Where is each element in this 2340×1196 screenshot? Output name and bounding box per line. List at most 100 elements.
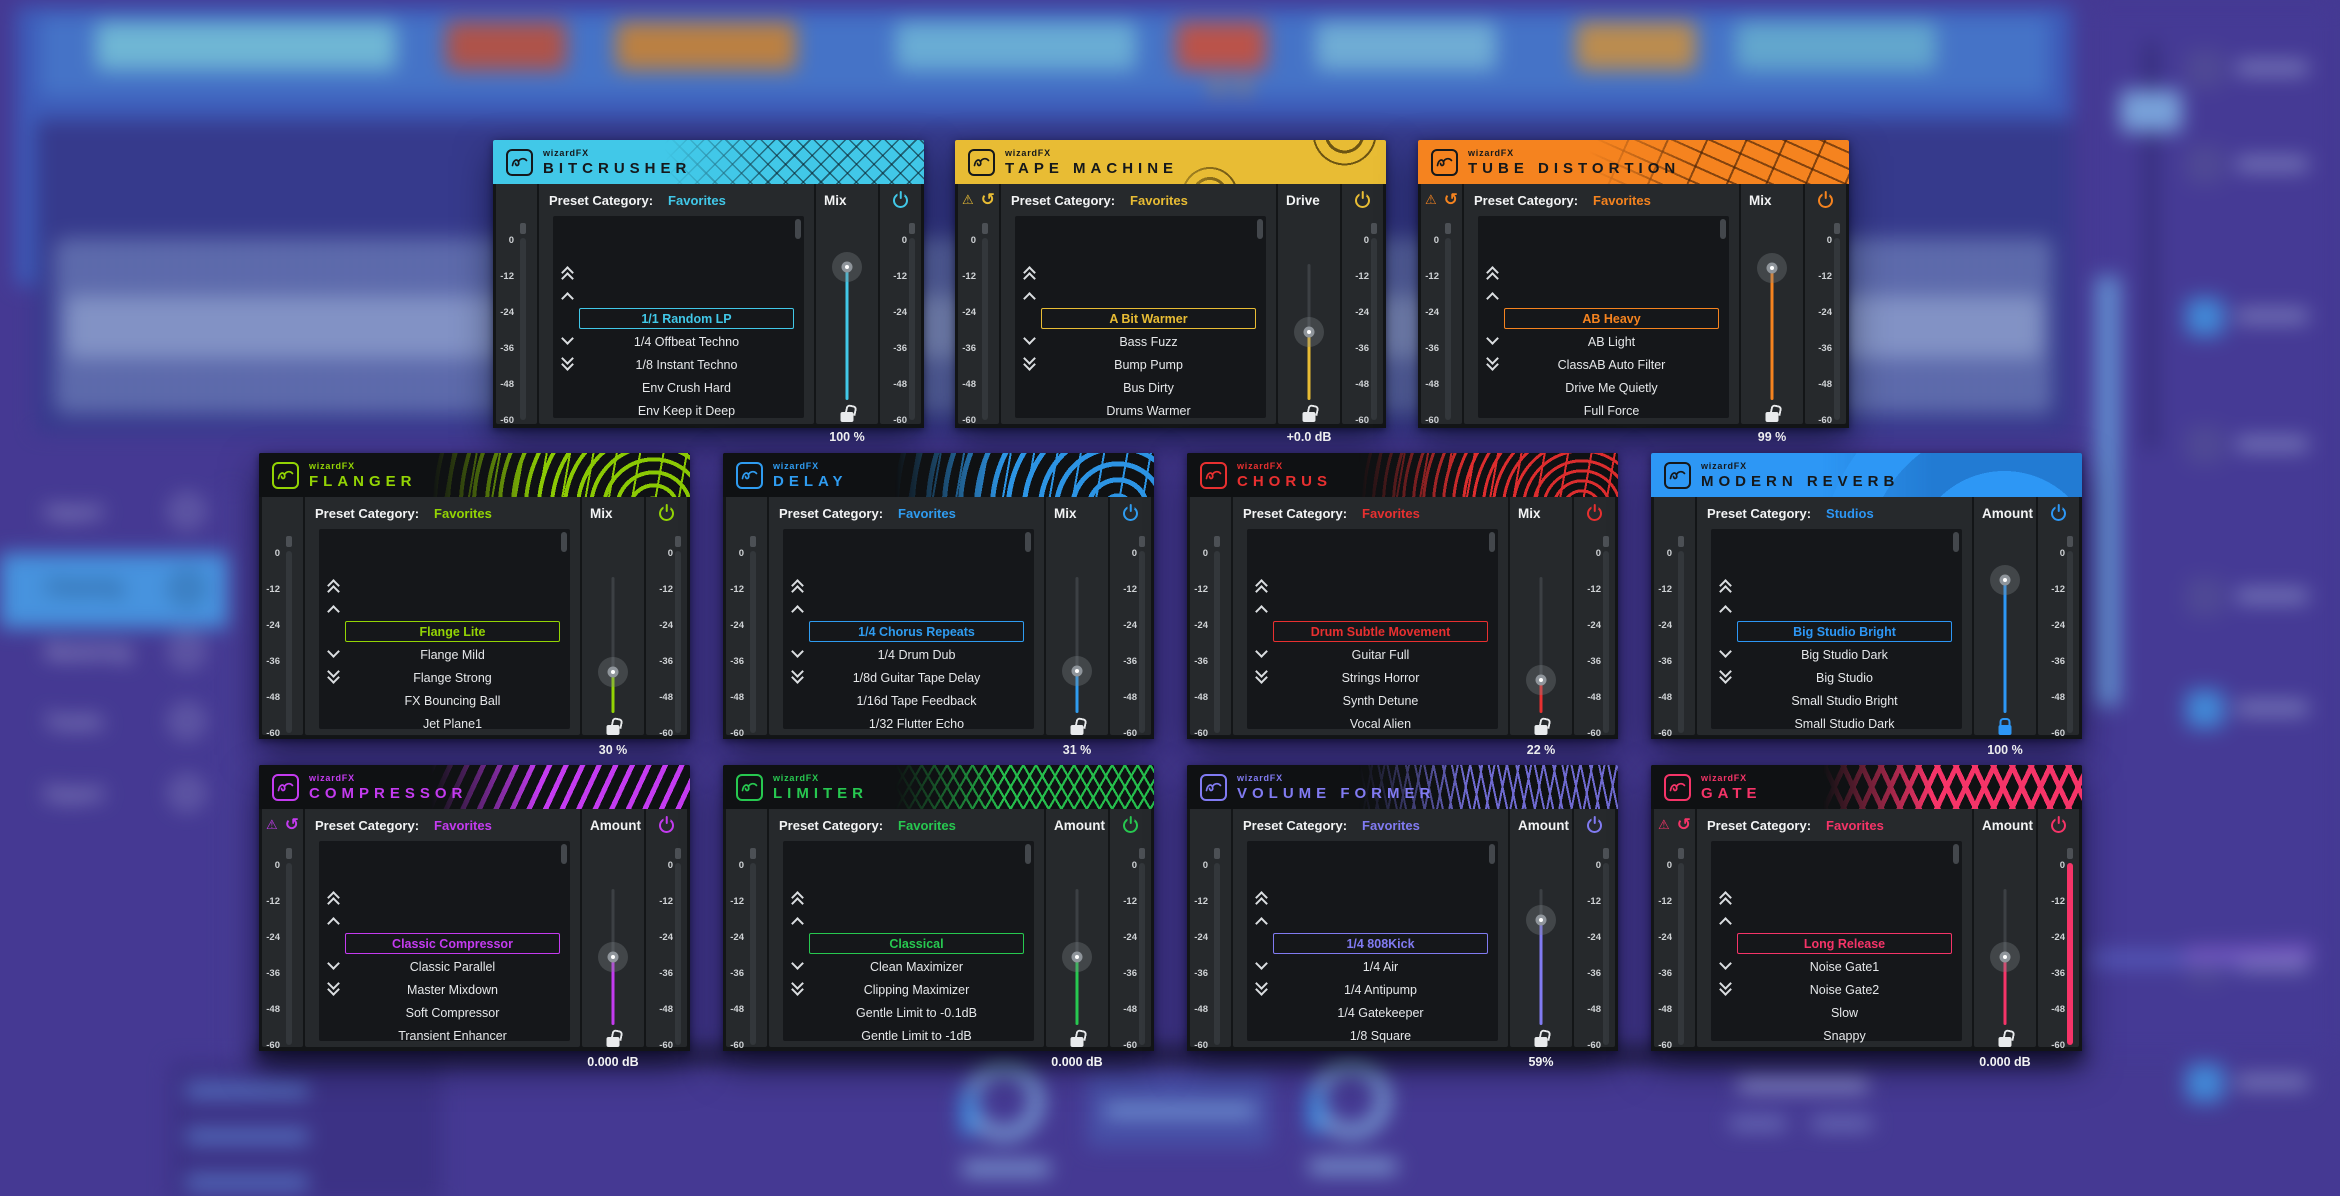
- preset-category-value[interactable]: Favorites: [668, 192, 726, 208]
- preset-list[interactable]: Long Release Noise Gate1 Noise Gate2 Slow Sn…: [1711, 841, 1962, 1043]
- preset-item[interactable]: 1/32 Flutter Echo: [868, 717, 965, 731]
- scroll-up-icon[interactable]: [561, 292, 574, 305]
- preset-item[interactable]: Flange Mild: [420, 648, 485, 662]
- preset-list[interactable]: Drum Subtle Movement Guitar Full Strings H…: [1247, 529, 1498, 731]
- preset-item[interactable]: 1/4 Air: [1362, 960, 1399, 974]
- slider[interactable]: +0.0 dB: [1278, 216, 1340, 444]
- slider-knob[interactable]: [1757, 253, 1787, 284]
- slider[interactable]: 0.000 dB: [1974, 841, 2036, 1069]
- sidebar-item-tracks[interactable]: Tracks: [0, 706, 202, 740]
- preset-item[interactable]: Env Keep it Deep: [637, 404, 736, 418]
- lock-icon[interactable]: [606, 1037, 620, 1047]
- lock-icon[interactable]: [1765, 412, 1779, 422]
- plugin-title-bar[interactable]: wizardFX BITCRUSHER: [493, 140, 924, 184]
- lock-icon[interactable]: [606, 725, 620, 735]
- preset-item[interactable]: Full Force: [1583, 404, 1640, 418]
- preset-item[interactable]: 1/4 Gatekeeper: [1337, 1006, 1424, 1020]
- reset-icon[interactable]: ↺: [980, 189, 995, 210]
- preset-item[interactable]: Guitar Full: [1351, 648, 1410, 662]
- preset-item[interactable]: Drive Me Quietly: [1565, 381, 1658, 395]
- plugin-title-bar[interactable]: wizardFX VOLUME FORMER: [1187, 765, 1618, 809]
- scrollbar-thumb[interactable]: [1257, 219, 1263, 239]
- preset-item[interactable]: Gentle Limit to -0.1dB: [856, 1006, 977, 1020]
- power-button[interactable]: [1587, 505, 1602, 521]
- plugin-title-bar[interactable]: wizardFX COMPRESSOR: [259, 765, 690, 809]
- preset-item[interactable]: 1/8 Instant Techno: [635, 358, 738, 372]
- preset-item[interactable]: AB Heavy: [1504, 308, 1719, 329]
- preset-item[interactable]: Vocal Alien: [1349, 717, 1412, 731]
- scroll-up-icon[interactable]: [327, 605, 340, 618]
- preset-item[interactable]: 1/16d Tape Feedback: [856, 694, 977, 708]
- power-button[interactable]: [2051, 817, 2066, 833]
- scroll-up-icon[interactable]: [791, 917, 804, 930]
- lock-icon[interactable]: [1534, 725, 1548, 735]
- preset-item[interactable]: ClassAB Auto Filter: [1557, 358, 1666, 372]
- preset-list[interactable]: 1/4 Chorus Repeats 1/4 Drum Dub 1/8d Guita…: [783, 529, 1034, 731]
- preset-item[interactable]: Synth Detune: [1342, 694, 1419, 708]
- preset-item[interactable]: Small Studio Bright: [1791, 694, 1898, 708]
- preset-item[interactable]: A Bit Warmer: [1041, 308, 1256, 329]
- power-button[interactable]: [1123, 505, 1138, 521]
- preset-category-value[interactable]: Favorites: [434, 505, 492, 521]
- scrollbar-thumb[interactable]: [561, 532, 567, 552]
- preset-category-value[interactable]: Favorites: [1362, 817, 1420, 833]
- slider[interactable]: 100 %: [1974, 529, 2036, 757]
- preset-list[interactable]: Classical Clean Maximizer Clipping Maximiz…: [783, 841, 1034, 1043]
- reset-icon[interactable]: ↺: [1676, 814, 1691, 835]
- preset-item[interactable]: Clipping Maximizer: [863, 983, 970, 997]
- preset-item[interactable]: Big Studio Bright: [1737, 621, 1952, 642]
- plugin-title-bar[interactable]: wizardFX CHORUS: [1187, 453, 1618, 497]
- lock-icon[interactable]: [1998, 1037, 2012, 1047]
- scrollbar-thumb[interactable]: [1489, 532, 1495, 552]
- preset-item[interactable]: Slow: [1830, 1006, 1859, 1020]
- preset-item[interactable]: Master Mixdown: [407, 983, 498, 997]
- preset-list[interactable]: 1/4 808Kick 1/4 Air 1/4 Antipump 1/4 Gateke…: [1247, 841, 1498, 1043]
- slider-knob[interactable]: [1526, 905, 1556, 936]
- scroll-up-icon[interactable]: [1486, 292, 1499, 305]
- scroll-up-icon[interactable]: [327, 917, 340, 930]
- scrollbar-thumb[interactable]: [795, 219, 801, 239]
- slider[interactable]: 0.000 dB: [582, 841, 644, 1069]
- plugin-title-bar[interactable]: wizardFX GATE: [1651, 765, 2082, 809]
- scrollbar-thumb[interactable]: [1953, 532, 1959, 552]
- preset-category-value[interactable]: Favorites: [898, 817, 956, 833]
- slider[interactable]: 31 %: [1046, 529, 1108, 757]
- slider-track[interactable]: [1539, 577, 1543, 713]
- plugin-title-bar[interactable]: wizardFX LIMITER: [723, 765, 1154, 809]
- scrollbar-thumb[interactable]: [1025, 844, 1031, 864]
- scroll-up-icon[interactable]: [1255, 917, 1268, 930]
- preset-item[interactable]: Bump Pump: [1114, 358, 1183, 372]
- preset-item[interactable]: Strings Horror: [1341, 671, 1420, 685]
- scrollbar-thumb[interactable]: [1489, 844, 1495, 864]
- scrollbar-thumb[interactable]: [1720, 219, 1726, 239]
- scroll-up-icon[interactable]: [1719, 605, 1732, 618]
- slider[interactable]: 0.000 dB: [1046, 841, 1108, 1069]
- scrollbar-thumb[interactable]: [1953, 844, 1959, 864]
- scroll-up-icon[interactable]: [1719, 917, 1732, 930]
- preset-item[interactable]: Clean Maximizer: [869, 960, 964, 974]
- scroll-up-icon[interactable]: [1023, 292, 1036, 305]
- preset-item[interactable]: Gentle Limit to -1dB: [861, 1029, 972, 1043]
- scroll-up-icon[interactable]: [1255, 605, 1268, 618]
- slider-knob[interactable]: [1062, 655, 1092, 686]
- preset-category-value[interactable]: Favorites: [1826, 817, 1884, 833]
- sidebar-item-export[interactable]: Export: [0, 778, 202, 812]
- preset-item[interactable]: 1/8 Square: [1349, 1029, 1412, 1043]
- plugin-title-bar[interactable]: wizardFX DELAY: [723, 453, 1154, 497]
- power-button[interactable]: [1818, 192, 1833, 208]
- power-button[interactable]: [1355, 192, 1370, 208]
- power-button[interactable]: [1123, 817, 1138, 833]
- slider-knob[interactable]: [598, 942, 628, 972]
- slider-knob[interactable]: [598, 657, 628, 688]
- preset-item[interactable]: 1/4 Chorus Repeats: [809, 621, 1024, 642]
- preset-item[interactable]: FX Bouncing Ball: [404, 694, 501, 708]
- lock-icon[interactable]: [1998, 718, 2012, 735]
- preset-item[interactable]: Bus Dirty: [1123, 381, 1174, 395]
- preset-item[interactable]: Flange Strong: [413, 671, 492, 685]
- slider-knob[interactable]: [1526, 665, 1556, 696]
- preset-category-value[interactable]: Favorites: [1362, 505, 1420, 521]
- lock-icon[interactable]: [840, 412, 854, 422]
- power-button[interactable]: [2051, 505, 2066, 521]
- reset-icon[interactable]: ↺: [1443, 189, 1458, 210]
- plugin-title-bar[interactable]: wizardFX FLANGER: [259, 453, 690, 497]
